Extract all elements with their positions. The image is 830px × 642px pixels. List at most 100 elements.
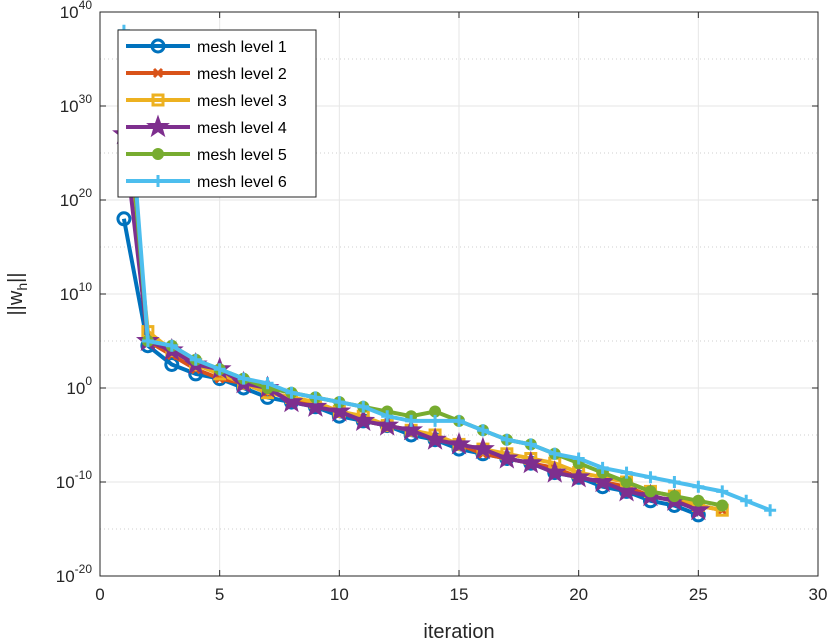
series-point	[237, 372, 250, 385]
series-point	[429, 414, 442, 427]
series-point	[668, 476, 681, 488]
y-tick-exponent: -10	[75, 468, 93, 482]
series-point	[764, 504, 777, 517]
y-tick-base: 10	[60, 285, 79, 304]
series-point	[453, 414, 465, 427]
y-tick-label: 1020	[60, 186, 93, 210]
legend-entry: mesh level 3	[126, 93, 287, 110]
legend-entry: mesh level 4	[126, 114, 287, 138]
y-tick-base: 10	[60, 3, 79, 22]
y-tick-exponent: 20	[79, 186, 93, 200]
series-point	[213, 363, 226, 376]
legend-marker	[152, 175, 164, 187]
series-point	[423, 427, 447, 450]
series-point	[285, 386, 298, 399]
x-tick-label: 25	[689, 585, 708, 604]
series-point	[686, 497, 711, 521]
y-tick-label: 100	[66, 374, 92, 398]
legend-label: mesh level 3	[197, 93, 287, 110]
series-point	[141, 335, 154, 347]
series-point	[542, 460, 567, 483]
y-tick-label: 10-10	[56, 468, 93, 492]
series-point	[351, 408, 376, 432]
y-axis-label-sub: h	[14, 283, 30, 291]
series-point	[399, 417, 424, 441]
x-axis: 0 5 10 15 20 25 30	[95, 12, 827, 604]
series-point	[614, 478, 639, 502]
legend-label: mesh level 5	[197, 147, 287, 164]
legend-label: mesh level 4	[197, 120, 287, 137]
series-point	[447, 431, 471, 455]
y-tick-exponent: 40	[79, 0, 93, 12]
grid	[100, 12, 818, 576]
y-tick-base: 10	[60, 191, 79, 210]
series-point	[716, 499, 729, 512]
series-point	[381, 410, 394, 423]
series-point	[644, 471, 657, 484]
series-line	[121, 30, 771, 513]
series-point	[500, 433, 513, 446]
legend-marker	[146, 114, 170, 138]
series-point	[405, 414, 418, 427]
series-point	[518, 450, 543, 474]
series-point	[279, 389, 304, 413]
legend-label: mesh level 2	[197, 66, 287, 83]
legend-marker	[150, 38, 166, 54]
x-tick-label: 20	[569, 585, 588, 604]
y-tick-exponent: 10	[79, 280, 93, 294]
legend-marker	[151, 93, 165, 107]
legend-label: mesh level 6	[197, 174, 287, 191]
legend-label: mesh level 1	[197, 39, 287, 56]
y-tick-base: 10	[56, 473, 75, 492]
series-point	[164, 357, 180, 372]
series-point	[668, 490, 681, 503]
series-point	[590, 469, 615, 493]
series-point	[189, 353, 202, 366]
y-tick-label: 1040	[60, 0, 93, 22]
y-tick-base: 10	[66, 379, 85, 398]
series-point	[116, 211, 132, 227]
series-point	[548, 447, 561, 460]
legend-marker	[152, 67, 164, 79]
series-point	[261, 377, 274, 390]
y-tick-label: 10-20	[56, 562, 93, 586]
legend-marker	[152, 148, 164, 160]
series-point	[524, 438, 537, 451]
series-point	[476, 424, 489, 437]
x-tick-label: 10	[330, 585, 349, 604]
x-tick-label: 15	[450, 585, 469, 604]
series-point	[309, 391, 322, 404]
y-tick-label: 1010	[60, 280, 93, 304]
x-tick-label: 30	[809, 585, 828, 604]
series-point	[620, 466, 633, 479]
series-point	[572, 452, 585, 465]
series-point	[303, 394, 328, 417]
series-point	[716, 485, 729, 498]
legend-box	[117, 29, 317, 198]
y-axis-label-main: ||w	[5, 290, 27, 315]
y-tick-exponent: 0	[85, 374, 92, 388]
series-point	[471, 436, 495, 460]
x-axis-label: iteration	[423, 621, 494, 642]
series-point	[566, 464, 591, 488]
series-point	[740, 494, 753, 507]
legend: mesh level 1 mesh level 2 mesh level 3 mesh…	[117, 29, 317, 198]
x-tick-label: 0	[95, 585, 104, 604]
series-point	[692, 480, 705, 493]
y-tick-exponent: 30	[79, 92, 93, 106]
y-tick-exponent: -20	[75, 562, 93, 576]
legend-entry: mesh level 2	[126, 66, 287, 83]
legend-entry: mesh level 1	[126, 38, 287, 56]
y-tick-base: 10	[56, 567, 75, 586]
series-point	[165, 339, 178, 352]
series-point	[333, 396, 346, 409]
y-tick-label: 1030	[60, 92, 93, 116]
series-point	[596, 461, 609, 474]
series-point	[357, 400, 370, 413]
legend-entry: mesh level 6	[126, 174, 287, 191]
legend-entry: mesh level 5	[126, 147, 287, 164]
series-point	[494, 446, 519, 469]
series-point	[375, 413, 400, 436]
